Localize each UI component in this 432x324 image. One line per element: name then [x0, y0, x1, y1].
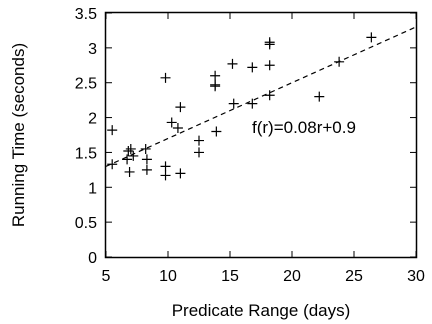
- data-point: [210, 70, 221, 81]
- data-point: [264, 39, 275, 50]
- x-axis-title: Predicate Range (days): [172, 301, 351, 320]
- data-point: [175, 168, 186, 179]
- data-point: [141, 154, 152, 165]
- data-point: [172, 123, 183, 134]
- x-tick-label: 30: [407, 268, 425, 285]
- y-tick-labels: 0 0.5 1 1.5 2 2.5 3 3.5: [75, 6, 97, 267]
- plot-frame: [104, 11, 418, 259]
- data-point: [228, 98, 239, 109]
- y-tick-label: 3.5: [75, 6, 97, 23]
- data-point: [124, 166, 135, 177]
- fit-line: [105, 26, 417, 167]
- x-tick-label: 20: [283, 268, 301, 285]
- data-point: [160, 72, 171, 83]
- y-tick-label: 3: [88, 41, 97, 58]
- data-point: [314, 91, 325, 102]
- y-tick-label: 1: [88, 180, 97, 197]
- data-point: [128, 150, 139, 161]
- y-tick-label: 0.5: [75, 215, 97, 232]
- data-point: [247, 62, 258, 73]
- x-tick-label: 5: [102, 268, 111, 285]
- data-point: [194, 147, 204, 158]
- data-point: [211, 126, 222, 137]
- x-tick-label: 15: [221, 268, 239, 285]
- data-point: [122, 154, 133, 165]
- data-point: [160, 161, 171, 172]
- fit-line-group: [105, 26, 417, 167]
- fit-annotation: f(r)=0.08r+0.9: [252, 118, 356, 137]
- y-axis-title: Running Time (seconds): [9, 43, 28, 227]
- data-point: [194, 135, 204, 146]
- x-tick-labels: 5 10 15 20 25 30: [102, 268, 425, 285]
- data-point: [160, 170, 171, 181]
- axis-ticks: [105, 12, 417, 258]
- data-point: [141, 164, 152, 175]
- data-point: [334, 56, 345, 67]
- data-points: [107, 32, 377, 181]
- data-point: [264, 60, 275, 71]
- y-tick-label: 2.5: [75, 76, 97, 93]
- data-point: [227, 58, 238, 69]
- data-point: [107, 159, 118, 170]
- data-point: [247, 98, 258, 109]
- data-point: [210, 81, 221, 92]
- data-point: [264, 90, 275, 101]
- y-tick-label: 2: [88, 111, 97, 128]
- y-tick-label: 0: [88, 250, 97, 267]
- data-point: [140, 143, 151, 154]
- x-tick-label: 10: [159, 268, 177, 285]
- data-point: [125, 143, 136, 154]
- data-point: [123, 146, 134, 157]
- x-tick-label: 25: [345, 268, 363, 285]
- y-tick-label: 1.5: [75, 145, 97, 162]
- data-point: [166, 117, 177, 128]
- data-point: [175, 102, 186, 113]
- data-point: [366, 32, 377, 43]
- data-point: [107, 125, 118, 136]
